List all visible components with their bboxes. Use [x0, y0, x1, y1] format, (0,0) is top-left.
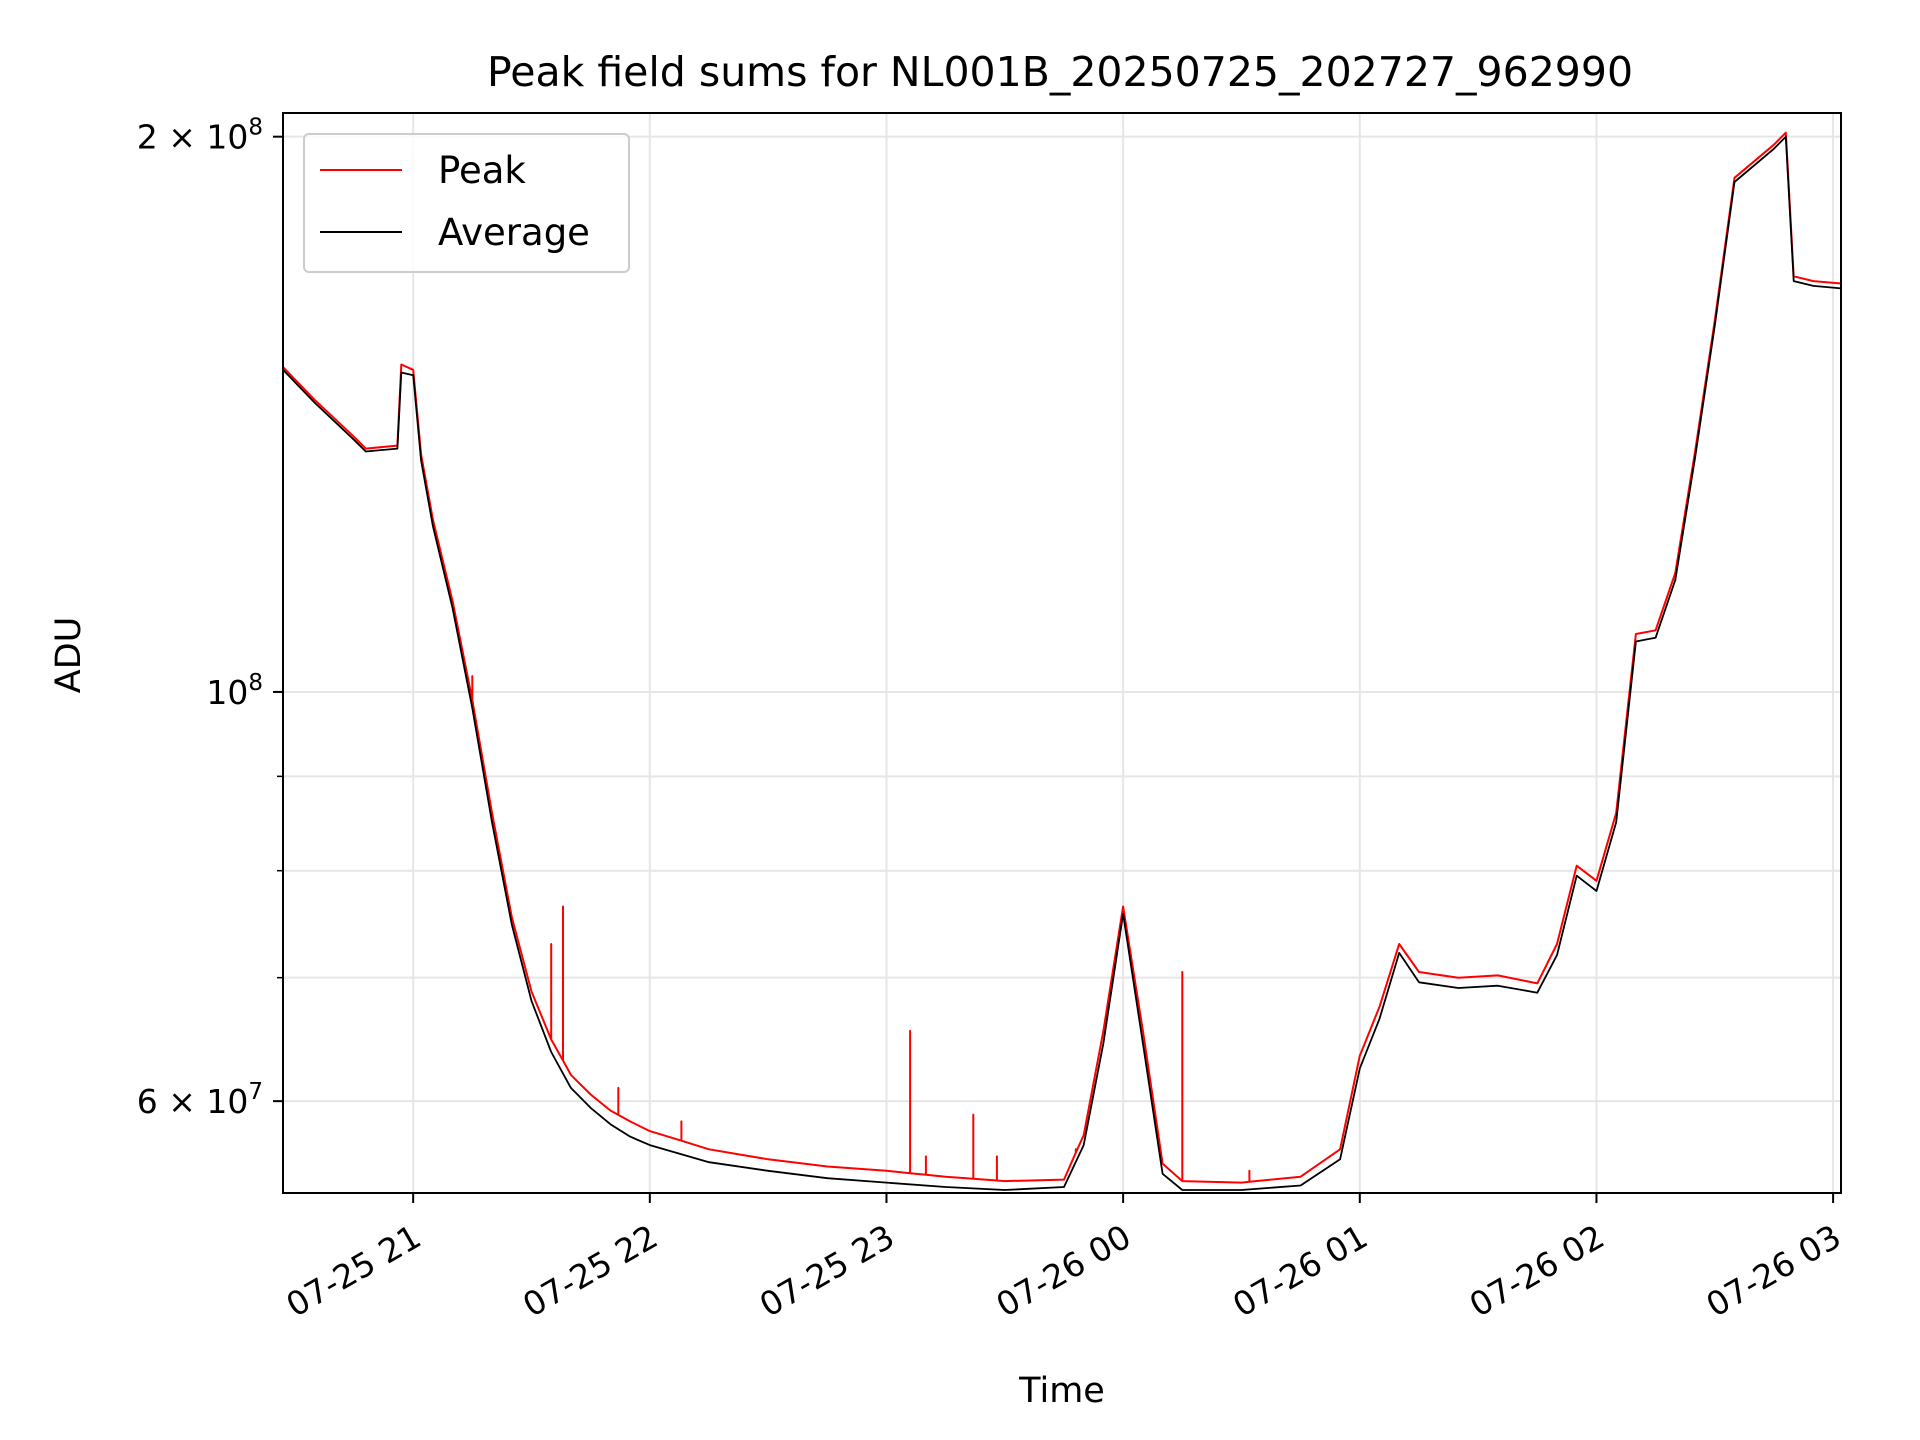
y-tick-label: 108	[206, 670, 263, 712]
series-line-peak	[282, 131, 1842, 1184]
y-tick-label-exponent: 7	[248, 1079, 263, 1105]
series-lines	[282, 131, 1842, 1191]
y-tick-label: 2 × 108	[137, 115, 263, 157]
chart-title: Peak field sums for NL001B_20250725_2027…	[487, 48, 1633, 96]
plot-frame	[282, 112, 1842, 1194]
legend-box	[303, 133, 630, 273]
gridlines	[283, 113, 1841, 1193]
legend: Peak Average	[303, 133, 630, 273]
legend-label-peak: Peak	[438, 149, 526, 192]
plot-area	[282, 112, 1842, 1194]
y-tick-label-base: 6 × 10	[137, 1082, 249, 1121]
y-axis-label: ADU	[49, 617, 89, 694]
y-tick-label: 6 × 107	[137, 1079, 263, 1121]
y-tick-label-base: 10	[206, 673, 248, 712]
legend-label-average: Average	[438, 211, 590, 254]
y-tick-label-base: 2 × 10	[137, 118, 249, 157]
series-line-average	[282, 135, 1842, 1191]
y-tick-label-exponent: 8	[248, 670, 263, 696]
y-tick-label-exponent: 8	[248, 115, 263, 141]
x-axis-label: Time	[1018, 1371, 1105, 1411]
